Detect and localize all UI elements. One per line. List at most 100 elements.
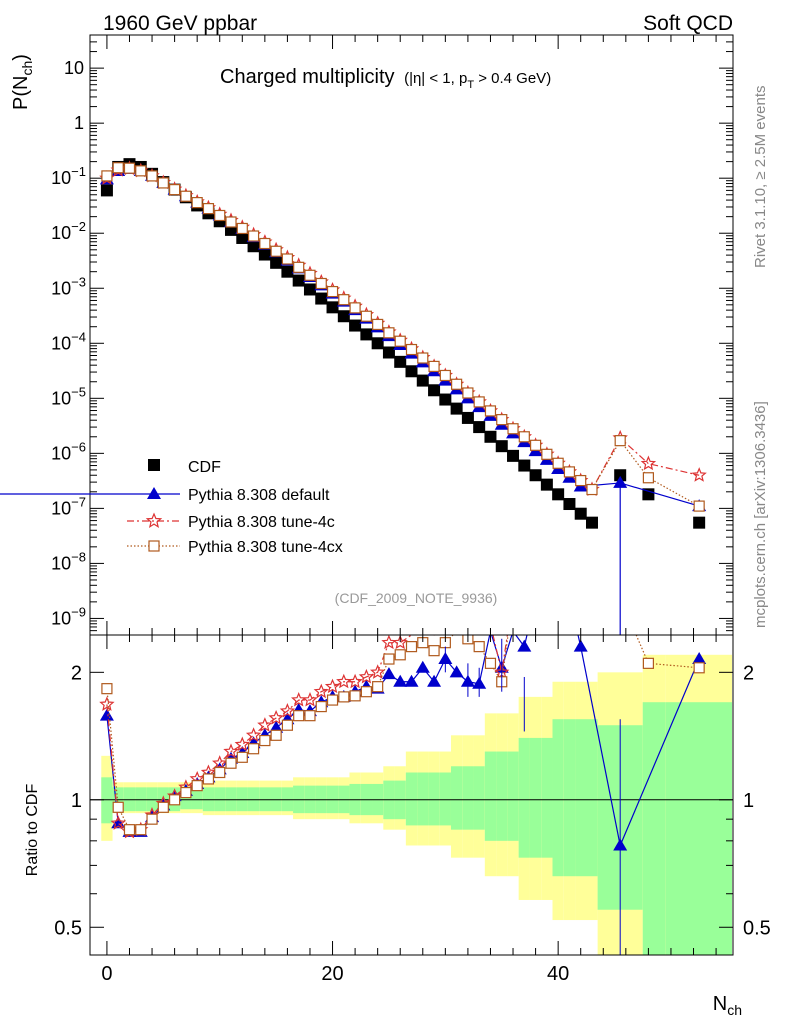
ratio-data-marks — [99, 635, 707, 955]
ratio-point — [573, 639, 588, 652]
main-point — [563, 466, 576, 478]
ratio-point — [259, 734, 271, 747]
ratio-band-green — [529, 737, 542, 858]
ratio-point — [245, 727, 262, 742]
main-point — [304, 269, 316, 281]
main-point — [349, 302, 361, 314]
ratio-point — [692, 652, 707, 665]
main-point — [281, 265, 294, 278]
ratio-band-green — [484, 751, 497, 841]
analysis-tag: (CDF_2009_NOTE_9936) — [335, 590, 498, 606]
main-point — [236, 222, 248, 235]
side-rivet-label: Rivet 3.1.10, ≥ 2.5M events — [752, 86, 769, 269]
main-point — [338, 294, 350, 306]
main-point — [484, 430, 497, 443]
main-y-tick-label: 10−3 — [51, 274, 86, 298]
ratio-point — [146, 813, 158, 825]
main-y-tick-label: 10−5 — [51, 384, 86, 408]
header-energy-label: 1960 GeV ppbar — [103, 12, 257, 35]
ratio-point — [324, 678, 341, 694]
main-point — [157, 177, 169, 189]
ratio-band-green — [462, 766, 474, 830]
main-point — [169, 184, 181, 196]
main-point — [383, 327, 395, 339]
main-y-tick-label: 10−8 — [51, 549, 86, 573]
ratio-point — [349, 690, 361, 702]
main-point — [100, 184, 113, 197]
ratio-point — [257, 717, 273, 732]
ratio-point — [202, 773, 215, 785]
ratio-band-green — [518, 737, 530, 858]
ratio-y-tick-label-left: 0.5 — [54, 917, 82, 939]
chart-subtitle: (|η| < 1, pT > 0.4 GeV) — [404, 70, 551, 91]
main-point — [236, 231, 249, 244]
ratio-y-tick-label-right: 0.5 — [743, 917, 771, 939]
main-point — [225, 216, 237, 228]
ratio-point — [279, 703, 296, 718]
ratio-point — [372, 681, 384, 693]
ratio-point — [313, 683, 329, 699]
ratio-band-green — [665, 702, 732, 955]
ratio-band-green — [642, 702, 666, 955]
legend-marker-4c — [145, 512, 163, 528]
main-panel: 10−910−810−710−610−510−410−310−210−1110 … — [0, 34, 734, 636]
ratio-band-green — [552, 719, 564, 877]
main-point — [693, 516, 706, 529]
ratio-band-green — [191, 789, 203, 810]
main-y-tick-label: 10−9 — [51, 604, 86, 628]
ratio-point — [157, 801, 169, 813]
main-point — [495, 440, 508, 453]
ratio-band-green — [507, 751, 519, 841]
ratio-x-tick-label: 0 — [101, 963, 112, 985]
ratio-band-green — [563, 719, 576, 877]
ratio-point — [473, 641, 485, 653]
ratio-point — [693, 662, 705, 674]
ratio-band-green — [575, 719, 598, 877]
main-x-ticks — [106, 35, 717, 635]
ratio-y-tick-label-right: 2 — [743, 662, 754, 684]
main-point — [614, 435, 626, 447]
main-point — [642, 488, 655, 501]
main-point — [360, 310, 372, 322]
main-point — [529, 469, 542, 482]
main-point — [574, 507, 587, 520]
ratio-band-green — [123, 787, 136, 812]
main-point — [293, 261, 305, 273]
main-point — [135, 165, 147, 177]
ratio-point — [484, 657, 497, 669]
main-point — [540, 478, 553, 491]
ratio-x-axis: 0 20 40 — [101, 635, 717, 985]
main-point — [642, 472, 654, 484]
main-point — [518, 459, 531, 472]
ratio-band-green — [417, 772, 429, 826]
ratio-frame — [89, 634, 734, 956]
main-y-tick-label: 10 — [64, 58, 84, 78]
ratio-point — [326, 694, 339, 706]
legend: CDF Pythia 8.308 default Pythia 8.308 tu… — [0, 459, 343, 556]
main-point — [473, 421, 486, 434]
main-point — [439, 369, 451, 382]
ratio-point — [415, 660, 430, 673]
ratio-point — [393, 674, 408, 687]
ratio-band-green — [180, 789, 192, 810]
ratio-band-green — [428, 772, 440, 826]
main-point — [360, 328, 373, 341]
ratio-band-green — [496, 751, 508, 841]
ratio-point — [360, 686, 372, 698]
legend-label-cdf: CDF — [188, 459, 221, 476]
main-point — [371, 337, 384, 350]
ratio-band-green — [405, 772, 418, 826]
main-point — [613, 475, 628, 488]
main-y-tick-label: 10−6 — [51, 439, 86, 463]
main-y-tick-label: 10−7 — [51, 494, 86, 518]
legend-marker-default — [147, 487, 161, 499]
main-point — [247, 230, 260, 242]
main-point — [451, 378, 463, 390]
ratio-band-green — [112, 787, 124, 812]
main-point — [101, 170, 113, 182]
ratio-point — [101, 683, 113, 695]
main-point — [586, 483, 598, 496]
ratio-point — [369, 664, 386, 679]
ratio-point — [225, 757, 237, 769]
